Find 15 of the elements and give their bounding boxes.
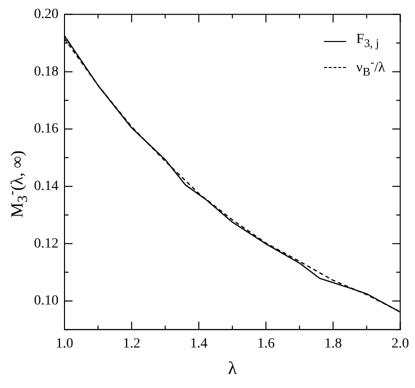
- x-tick-label: 1.8: [324, 336, 342, 352]
- y-tick-label: 0.16: [34, 122, 58, 137]
- x-tick-label: 1.4: [190, 336, 208, 352]
- y-tick-label: 0.18: [34, 64, 58, 80]
- x-tick-label: 1.0: [56, 336, 74, 352]
- legend-label: F$_{3, j}$: [356, 32, 379, 50]
- legend-label: ν$_{B}$$^{-}$/λ: [356, 56, 385, 78]
- x-axis-title: λ: [228, 358, 238, 378]
- x-tick-label: 1.6: [257, 336, 275, 352]
- y-tick-label: 0.12: [34, 236, 58, 252]
- y-tick-label: 0.10: [34, 294, 58, 309]
- y-tick-label: 0.20: [34, 7, 58, 22]
- y-tick-label: 0.14: [34, 179, 58, 194]
- x-tick-label: 2.0: [392, 336, 409, 352]
- x-tick-label: 1.2: [122, 336, 140, 352]
